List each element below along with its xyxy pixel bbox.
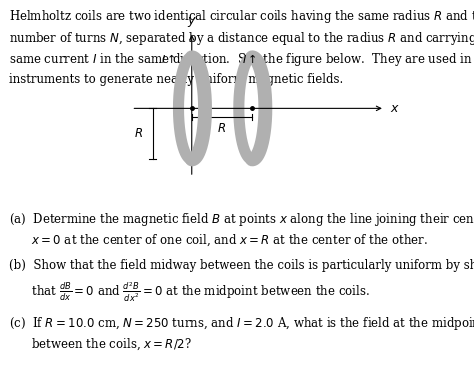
Text: between the coils, $x = R/2$?: between the coils, $x = R/2$? — [9, 337, 191, 352]
Text: (c)  If $R = 10.0$ cm, $N = 250$ turns, and $I = 2.0$ A, what is the field at th: (c) If $R = 10.0$ cm, $N = 250$ turns, a… — [9, 315, 474, 332]
Text: $x$: $x$ — [390, 102, 400, 115]
Text: number of turns $N$, separated by a distance equal to the radius $R$ and carryin: number of turns $N$, separated by a dist… — [9, 30, 474, 47]
Text: $I\uparrow$: $I\uparrow$ — [242, 52, 256, 65]
Text: Helmholtz coils are two identical circular coils having the same radius $R$ and : Helmholtz coils are two identical circul… — [9, 8, 474, 25]
Text: $R$: $R$ — [218, 122, 227, 135]
Text: that $\frac{dB}{dx} = 0$ and $\frac{d^2B}{dx^2} = 0$ at the midpoint between the: that $\frac{dB}{dx} = 0$ and $\frac{d^2B… — [9, 281, 370, 304]
Text: $x = 0$ at the center of one coil, and $x = R$ at the center of the other.: $x = 0$ at the center of one coil, and $… — [9, 232, 428, 248]
Text: (a)  Determine the magnetic field $B$ at points $x$ along the line joining their: (a) Determine the magnetic field $B$ at … — [9, 211, 474, 228]
Text: $R$: $R$ — [135, 128, 144, 140]
Text: $I\uparrow$: $I\uparrow$ — [161, 52, 175, 65]
Text: same current $I$ in the same direction.  See the figure below.  They are used in: same current $I$ in the same direction. … — [9, 51, 474, 69]
Text: instruments to generate nearly uniform magnetic fields.: instruments to generate nearly uniform m… — [9, 73, 343, 86]
Text: (b)  Show that the field midway between the coils is particularly uniform by sho: (b) Show that the field midway between t… — [9, 259, 474, 272]
Text: $y$: $y$ — [187, 15, 197, 29]
